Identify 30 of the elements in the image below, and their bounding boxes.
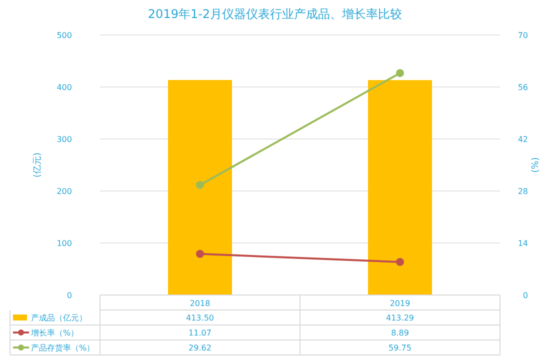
y-tick-label: 300: [56, 135, 72, 144]
data-label: 59.75: [388, 344, 412, 352]
y-tick-label: 400: [56, 83, 72, 92]
x-tick-label: 2018: [190, 299, 210, 308]
y-tick-label: 200: [56, 187, 72, 196]
x-tick-label: 2019: [390, 299, 410, 308]
point: [196, 250, 204, 258]
y2-tick-label: 56: [518, 83, 528, 92]
y2-tick-label: 0: [522, 291, 528, 300]
y2-tick-label: 14: [518, 239, 528, 248]
point: [196, 180, 204, 189]
point: [396, 258, 404, 266]
y-tick-label: 0: [66, 291, 72, 300]
chart-title: 2019年1-2月仪器仪表行业产成品、增长率比较: [148, 7, 402, 21]
legend-label: 产品存货率（%）: [31, 344, 95, 352]
data-label: 413.50: [186, 314, 214, 322]
y2-axis-title: (%): [531, 157, 541, 173]
y-tick-label: 100: [56, 239, 72, 248]
point: [396, 69, 404, 78]
data-label: 11.07: [188, 328, 212, 338]
y-axis-title: (亿元): [32, 152, 43, 178]
data-label: 413.29: [386, 314, 414, 322]
y-tick-label: 500: [56, 31, 72, 40]
y2-tick-label: 42: [518, 135, 528, 144]
data-label: 8.89: [391, 328, 409, 338]
data-label: 29.62: [188, 344, 212, 352]
legend-label: 增长率（%）: [30, 328, 79, 338]
legend-label: 产成品（亿元）: [31, 314, 87, 322]
y2-tick-label: 28: [518, 187, 528, 196]
y2-tick-label: 70: [518, 31, 528, 40]
